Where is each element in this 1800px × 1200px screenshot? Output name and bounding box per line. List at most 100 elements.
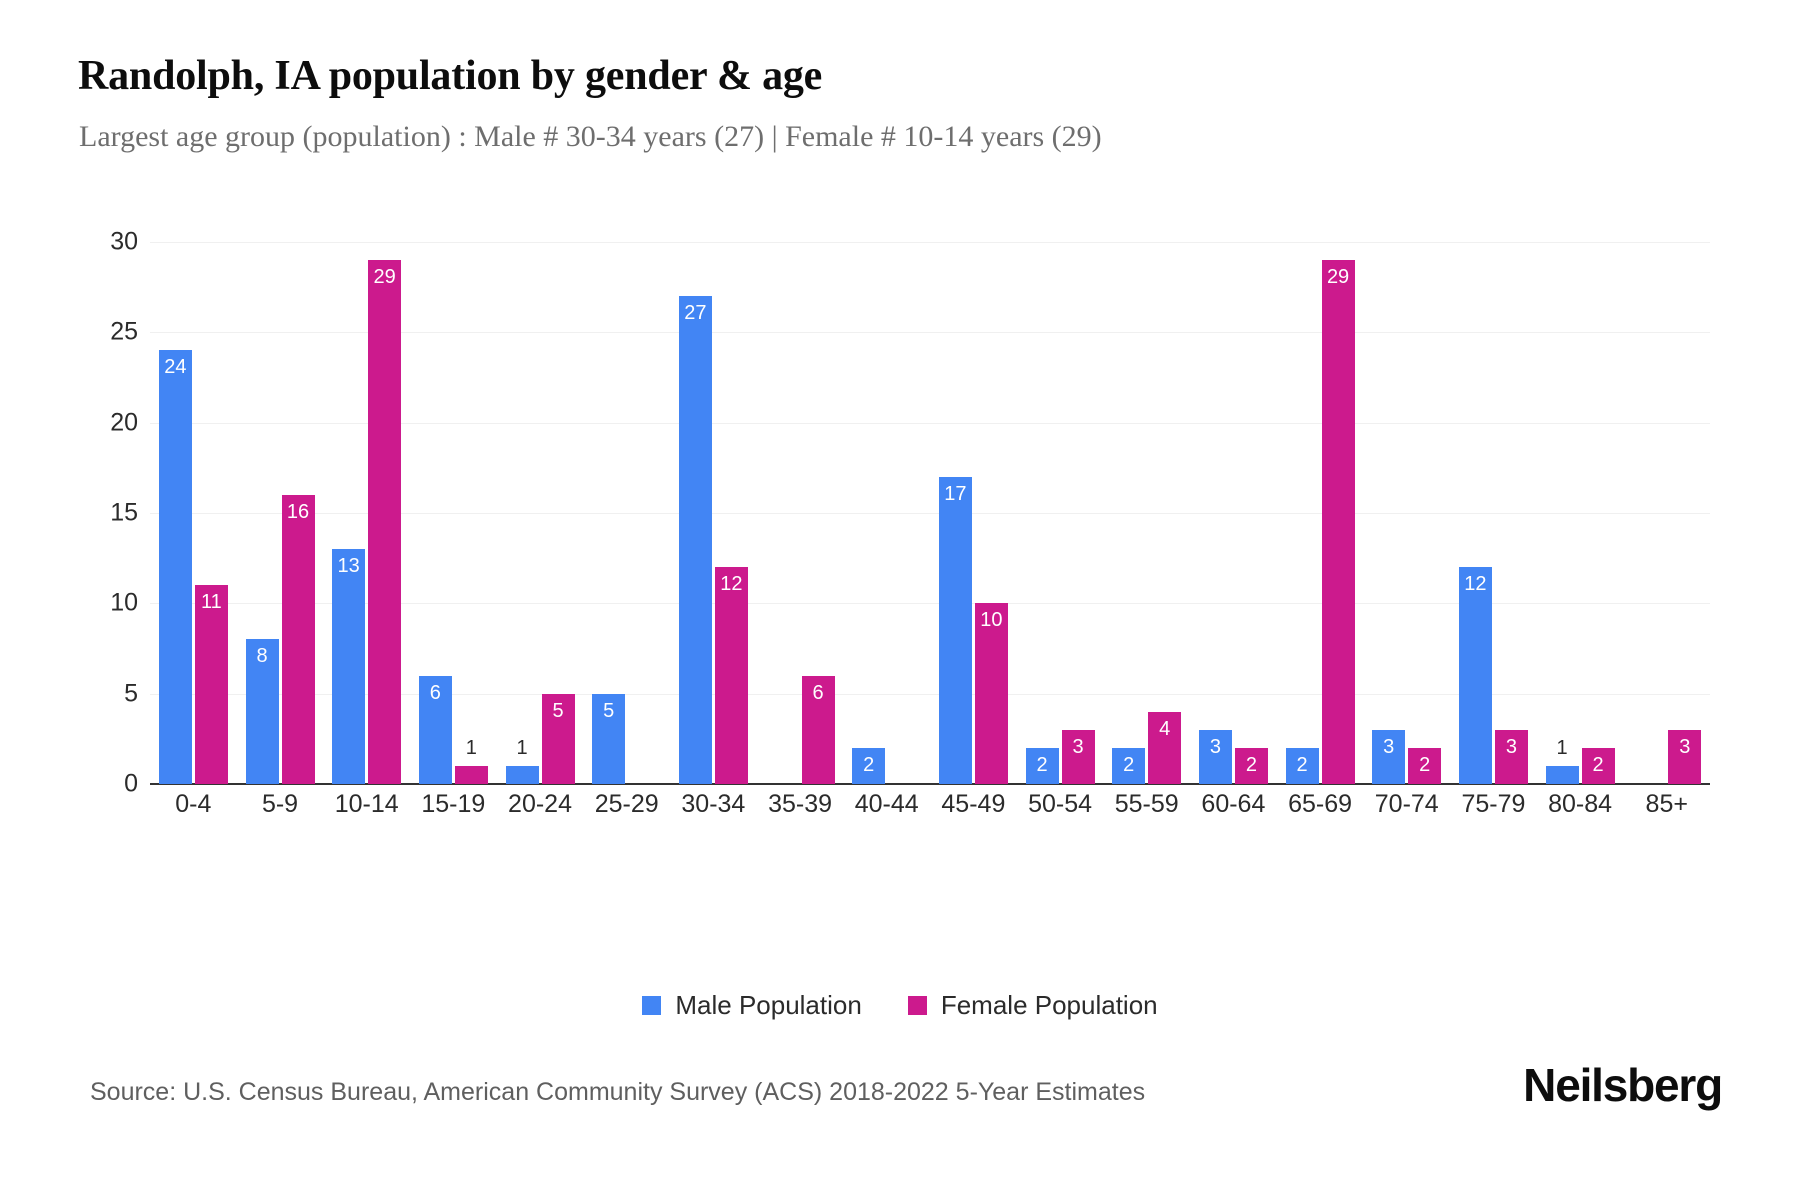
- bar-female[interactable]: 29: [368, 260, 402, 784]
- bar-female[interactable]: 2: [1234, 747, 1268, 784]
- x-axis-tick-label: 10-14: [334, 790, 399, 818]
- bar-group[interactable]: 27 12: [670, 242, 757, 784]
- bar-value-label: 2: [1296, 753, 1308, 776]
- bar-female[interactable]: 4: [1148, 711, 1182, 784]
- bar-value-label: 2: [863, 753, 875, 776]
- gridline: [150, 332, 1710, 334]
- x-axis-tick-label: 15-19: [421, 790, 486, 818]
- bar-group[interactable]: 24 11: [150, 242, 237, 784]
- bar-female[interactable]: 12: [714, 567, 748, 784]
- bar-female[interactable]: 6: [801, 675, 835, 784]
- bar-male[interactable]: 12: [1458, 567, 1492, 784]
- bar-female[interactable]: 3: [1668, 729, 1702, 784]
- bar-male[interactable]: 13: [332, 549, 366, 784]
- bar-male[interactable]: 6: [418, 675, 452, 784]
- x-axis-tick-label: 20-24: [508, 790, 572, 818]
- bar-male[interactable]: 3: [1198, 729, 1232, 784]
- bar-value-label: 2: [1592, 753, 1604, 776]
- bar-group[interactable]: 12 3: [1450, 242, 1537, 784]
- x-axis-labels: 0-4 5-9 10-14 15-19 20-24 25-29 30-34 35-39 40-4…: [150, 790, 1710, 819]
- bar-value-label: 1: [465, 736, 477, 759]
- bar-value-label: 2: [1245, 753, 1257, 776]
- x-axis-tick-label: 70-74: [1374, 790, 1439, 818]
- gridline: [150, 513, 1710, 514]
- legend-label: Male Population: [675, 990, 862, 1020]
- page-subtitle: Largest age group (population) : Male # …: [79, 120, 1102, 153]
- bar-female[interactable]: 3: [1494, 729, 1528, 784]
- y-axis-tick-label: 0: [124, 769, 138, 798]
- legend-swatch-female: [907, 996, 927, 1015]
- plot-canvas: 0 5 10 15 20 25 30 24 11 8 16 13 29 6 1 1 5 5 27 12 6 2 17 10 2…: [110, 228, 1710, 798]
- bar-group[interactable]: 13 29: [323, 242, 410, 784]
- bar-value-label: 10: [980, 609, 1003, 632]
- bar-male[interactable]: 5: [592, 693, 626, 784]
- x-axis-tick-label: 75-79: [1461, 790, 1526, 818]
- bar-female[interactable]: 16: [281, 494, 315, 784]
- y-axis-tick-label: 20: [110, 408, 138, 437]
- bar-group[interactable]: 17 10: [930, 242, 1017, 784]
- bar-value-label: 12: [720, 573, 743, 596]
- bar-male[interactable]: 17: [938, 476, 972, 784]
- bar-male[interactable]: 8: [245, 639, 279, 784]
- bar-female[interactable]: 2: [1408, 747, 1442, 784]
- y-axis-tick-label: 25: [110, 317, 138, 346]
- brand-logo: Neilsberg: [1523, 1059, 1723, 1111]
- bar-female[interactable]: 11: [194, 585, 228, 784]
- bar-group[interactable]: 2: [843, 242, 930, 784]
- bar-male[interactable]: 27: [678, 296, 712, 784]
- bar-group[interactable]: 6: [757, 242, 844, 784]
- legend-item[interactable]: Male Population: [642, 990, 862, 1021]
- x-axis-tick-label: 25-29: [594, 790, 659, 818]
- bar-value-label: 3: [1072, 735, 1084, 758]
- bar-value-label: 3: [1505, 735, 1517, 758]
- bar-female[interactable]: 29: [1321, 260, 1355, 784]
- bar-groups: 24 11 8 16 13 29 6 1 1 5 5 27 12 6 2 17 10 2 3 2 4 3 2 2 29 3 2 12 3…: [150, 242, 1710, 784]
- bar-female[interactable]: 2: [1581, 747, 1615, 784]
- bar-male[interactable]: 2: [852, 747, 886, 784]
- bar-female[interactable]: 3: [1061, 729, 1095, 784]
- bar-value-label: 16: [286, 500, 310, 523]
- bar-value-label: 5: [552, 699, 564, 722]
- y-axis-tick-label: 15: [110, 498, 138, 527]
- bar-value-label: 17: [944, 482, 967, 505]
- bar-male[interactable]: 2: [1112, 747, 1146, 784]
- bar-male[interactable]: 24: [158, 350, 192, 784]
- source-note: Source: U.S. Census Bureau, American Com…: [90, 1078, 1146, 1106]
- bar-value-label: 29: [373, 266, 396, 289]
- bar-value-label: 1: [1556, 736, 1568, 759]
- bar-female[interactable]: 5: [541, 693, 575, 784]
- bar-female[interactable]: 1: [454, 738, 488, 784]
- bar-male[interactable]: 2: [1285, 747, 1319, 784]
- bar-value-label: 3: [1383, 735, 1395, 758]
- bar-value-label: 27: [684, 302, 707, 325]
- x-axis-tick-label: 45-49: [941, 790, 1006, 818]
- gridline: [150, 242, 1710, 243]
- bar-group[interactable]: 2 29: [1277, 242, 1364, 784]
- bar-group[interactable]: 8 16: [237, 242, 324, 784]
- bar-male[interactable]: 1: [505, 738, 539, 784]
- x-axis-tick-label: 80-84: [1548, 790, 1613, 818]
- bar-female[interactable]: 10: [974, 603, 1008, 784]
- y-axis-tick-label: 30: [110, 227, 138, 256]
- legend-item[interactable]: Female Population: [907, 990, 1158, 1021]
- bar-male[interactable]: 3: [1372, 729, 1406, 784]
- gridline: [150, 693, 1710, 695]
- bar-group[interactable]: 5: [583, 242, 670, 784]
- page-title: Randolph, IA population by gender & age: [78, 53, 823, 99]
- bar-group[interactable]: 3: [1623, 242, 1710, 784]
- bar-male[interactable]: 2: [1025, 747, 1059, 784]
- bar-value-label: 13: [337, 555, 360, 578]
- x-axis-tick-label: 5-9: [261, 790, 299, 818]
- x-axis-tick-label: 35-39: [768, 790, 833, 818]
- bar-male[interactable]: 1: [1545, 738, 1579, 784]
- x-axis-tick-label: 55-59: [1114, 790, 1179, 818]
- x-axis-tick-label: 65-69: [1288, 790, 1353, 818]
- x-axis-tick-label: 50-54: [1028, 790, 1093, 818]
